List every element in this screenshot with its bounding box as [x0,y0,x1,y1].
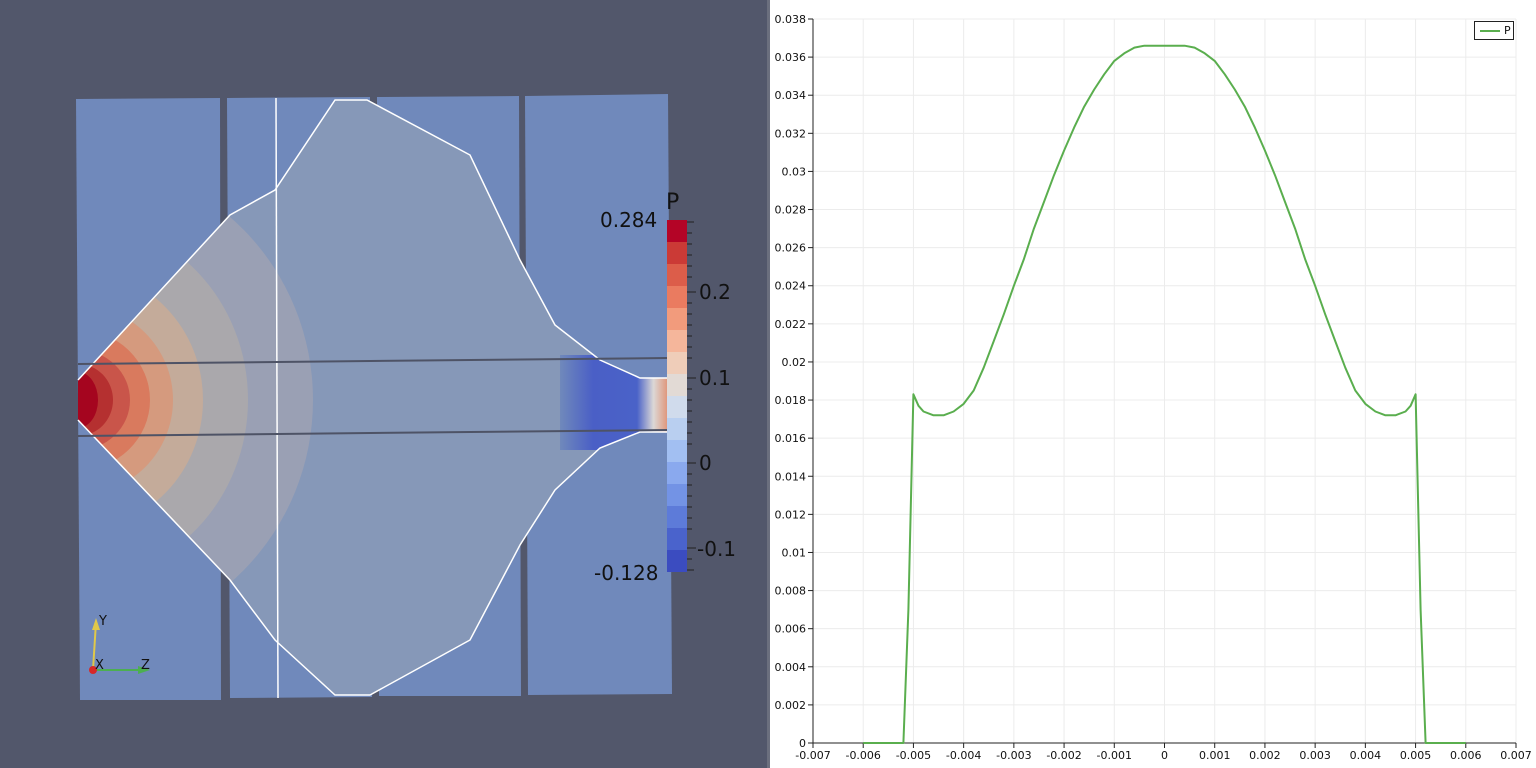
y-tick-label: 0.034 [775,89,807,102]
cavity-region [77,97,668,699]
y-tick-label: 0.008 [775,585,807,598]
colorbar-title: P [666,190,680,215]
render-canvas[interactable] [0,0,767,768]
chart-grid [812,18,1517,744]
x-tick-label: -0.002 [1046,749,1081,762]
line-chart-view[interactable]: -0.007 -0.006 -0.005 -0.004 -0.003 -0.002 -0.0… [770,0,1536,768]
y-tick-label: 0.014 [775,470,807,483]
y-tick-label: 0.02 [782,356,807,369]
line-chart[interactable]: -0.007 -0.006 -0.005 -0.004 -0.003 -0.002 -0.0… [770,0,1536,768]
x-tick-label: 0.001 [1199,749,1231,762]
y-tick-label: 0.022 [775,318,807,331]
x-tick-label: -0.001 [1097,749,1132,762]
colorbar-tick-label: 0.2 [699,280,731,304]
colorbar-tick-label: 0.1 [699,366,731,390]
x-tick-label: 0.004 [1350,749,1382,762]
axis-x-label: X [95,658,104,673]
y-tick-label: 0.036 [775,51,807,64]
y-tick-label: 0.032 [775,127,807,140]
x-tick-label: -0.006 [845,749,880,762]
y-tick-label: 0.038 [775,13,807,26]
x-tick-label: 0.007 [1500,749,1532,762]
legend-swatch-p [1480,30,1500,32]
axis-z-label: Z [141,658,150,673]
y-tick-label: 0.002 [775,699,807,712]
series-line-p [863,44,1466,744]
y-tick-label: 0 [799,737,806,750]
colorbar [667,220,696,572]
y-tick-label: 0.028 [775,204,807,217]
x-axis-ticks: -0.007 -0.006 -0.005 -0.004 -0.003 -0.002 -0.0… [795,743,1532,762]
x-tick-label: -0.003 [996,749,1031,762]
legend-label-p: P [1504,24,1511,37]
block-dividers [77,357,669,437]
x-tick-label: 0.005 [1400,749,1432,762]
y-axis-ticks: 0 0.002 0.004 0.006 0.008 0.01 0.012 0.014 0.016… [775,13,813,750]
y-tick-label: 0.01 [782,546,807,559]
chart-series [863,44,1466,744]
orientation-axes-icon [89,618,150,674]
axis-y-label: Y [99,614,107,629]
y-tick-label: 0.03 [782,165,807,178]
y-tick-label: 0.006 [775,623,807,636]
x-tick-label: 0.002 [1249,749,1281,762]
view-splitter[interactable] [767,0,770,768]
y-tick-label: 0.016 [775,432,807,445]
render-view[interactable]: P 0.284 0.2 0.1 0 -0.1 -0.128 Y X Z [0,0,767,768]
colorbar-min-label: -0.128 [594,561,659,585]
x-tick-label: 0 [1161,749,1168,762]
y-tick-label: 0.012 [775,508,807,521]
y-tick-label: 0.004 [775,661,807,674]
colorbar-tick-label: -0.1 [697,537,737,561]
colorbar-max-label: 0.284 [600,208,658,232]
y-tick-label: 0.018 [775,394,807,407]
chart-legend: P [1474,21,1514,40]
y-tick-label: 0.024 [775,280,807,293]
x-tick-label: 0.003 [1299,749,1331,762]
x-tick-label: -0.007 [795,749,830,762]
y-tick-label: 0.026 [775,242,807,255]
x-tick-label: -0.004 [946,749,981,762]
x-tick-label: 0.006 [1450,749,1482,762]
colorbar-tick-label: 0 [699,451,712,475]
x-tick-label: -0.005 [896,749,931,762]
